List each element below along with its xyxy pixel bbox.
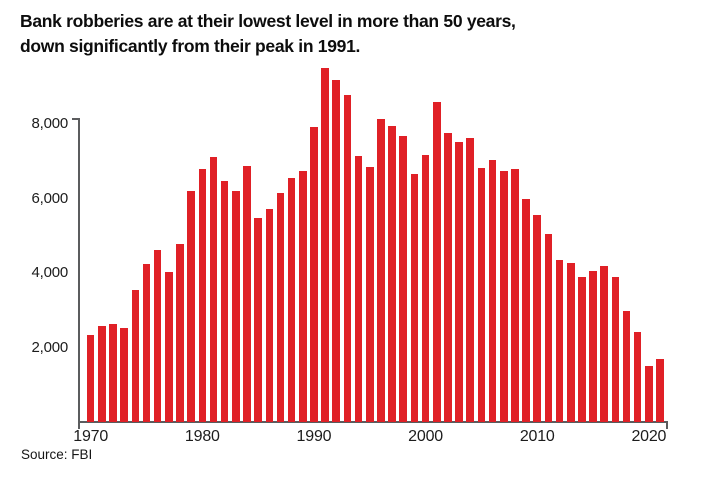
bar-1979	[187, 190, 195, 422]
bar-2009	[522, 199, 530, 422]
y-tick-label-8000: 8,000	[31, 114, 68, 132]
bar-1992	[332, 80, 341, 422]
y-axis-line	[78, 118, 80, 429]
bar-2014	[578, 276, 586, 422]
bar-1973	[120, 327, 128, 422]
bar-2007	[499, 171, 508, 422]
bar-1975	[142, 263, 151, 422]
bar-1972	[109, 323, 117, 422]
y-tick-label-4000: 4,000	[31, 264, 68, 282]
y-axis-top-cap	[72, 118, 80, 120]
bar-2020	[645, 366, 653, 422]
bars-container	[80, 62, 668, 422]
bar-1978	[176, 243, 184, 422]
bar-1983	[232, 191, 240, 422]
bar-2013	[566, 263, 575, 422]
bar-2004	[466, 138, 475, 422]
y-tick-label-6000: 6,000	[31, 189, 68, 207]
x-axis-line	[78, 421, 668, 423]
bar-2019	[633, 332, 642, 422]
bar-1995	[365, 167, 374, 422]
bar-1984	[243, 165, 251, 422]
bar-1980	[198, 168, 207, 422]
bar-2005	[477, 168, 486, 422]
bar-1997	[388, 125, 396, 422]
bar-2016	[600, 265, 608, 422]
bar-2021	[656, 358, 664, 422]
chart-title-line2: down significantly from their peak in 19…	[20, 36, 361, 56]
bar-1999	[410, 174, 419, 422]
bar-1988	[287, 178, 296, 422]
x-tick-label-2010: 2010	[519, 428, 555, 445]
x-tick-label-1970: 1970	[73, 428, 109, 445]
x-axis-end-cap	[666, 421, 668, 429]
bar-2003	[455, 142, 463, 422]
bar-2010	[533, 214, 541, 422]
chart-title: Bank robberies are at their lowest level…	[20, 9, 516, 59]
bar-1987	[276, 193, 285, 422]
bar-2001	[432, 101, 441, 422]
bar-1985	[254, 217, 262, 422]
bar-1993	[343, 94, 352, 422]
bar-1974	[131, 290, 140, 422]
bar-1986	[265, 208, 274, 422]
x-tick-label-2020: 2020	[631, 428, 667, 445]
bar-2008	[511, 168, 519, 422]
chart-title-line1: Bank robberies are at their lowest level…	[20, 11, 516, 31]
bar-1991	[321, 68, 329, 422]
bar-1971	[98, 325, 106, 422]
bar-2002	[444, 132, 452, 422]
bar-1989	[298, 170, 307, 422]
bar-1998	[399, 136, 408, 422]
bar-1970	[86, 334, 95, 422]
bar-2017	[611, 276, 620, 422]
bar-2015	[589, 270, 597, 422]
bar-1982	[220, 181, 229, 422]
bar-1977	[165, 271, 173, 422]
bar-2018	[622, 310, 631, 422]
bar-1994	[354, 155, 363, 422]
bar-2000	[421, 154, 430, 422]
bar-1976	[153, 250, 162, 422]
bar-2011	[544, 233, 553, 422]
y-tick-label-2000: 2,000	[31, 339, 68, 357]
bar-2012	[555, 260, 564, 422]
bar-1981	[209, 156, 218, 422]
bar-2006	[488, 159, 497, 422]
x-tick-label-1980: 1980	[184, 428, 220, 445]
x-tick-label-2000: 2000	[408, 428, 443, 445]
bar-1996	[377, 119, 385, 422]
x-tick-label-1990: 1990	[296, 428, 332, 445]
bar-1990	[310, 127, 318, 422]
source-label: Source: FBI	[21, 447, 93, 462]
